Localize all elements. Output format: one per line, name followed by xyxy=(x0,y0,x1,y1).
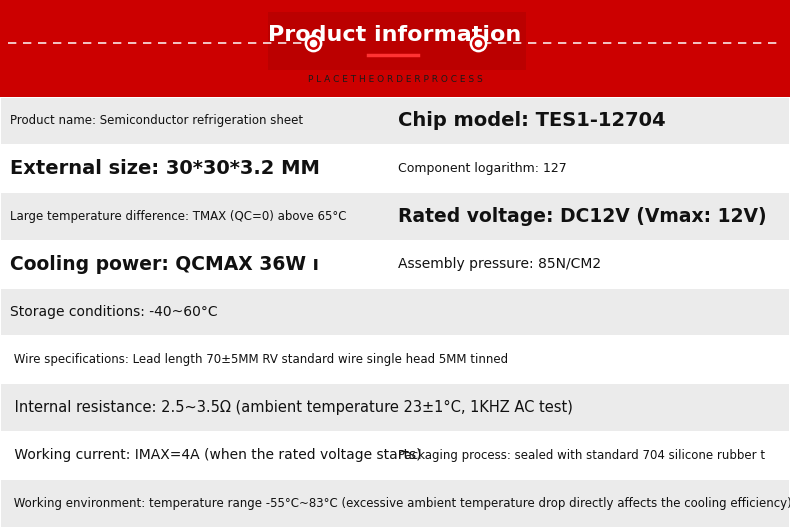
Text: Large temperature difference: TMAX (QC=0) above 65°C: Large temperature difference: TMAX (QC=0… xyxy=(10,210,347,223)
Bar xyxy=(1,241,789,288)
Text: Working environment: temperature range -55°C~83°C (excessive ambient temperature: Working environment: temperature range -… xyxy=(10,496,790,510)
Text: Product name: Semiconductor refrigeration sheet: Product name: Semiconductor refrigeratio… xyxy=(10,114,303,128)
Text: Working current: IMAX=4A (when the rated voltage starts): Working current: IMAX=4A (when the rated… xyxy=(10,448,422,462)
Text: Component logarithm: 127: Component logarithm: 127 xyxy=(398,162,566,175)
Text: Internal resistance: 2.5~3.5Ω (ambient temperature 23±1°C, 1KHZ AC test): Internal resistance: 2.5~3.5Ω (ambient t… xyxy=(10,400,573,415)
Text: Product information: Product information xyxy=(269,25,521,45)
Bar xyxy=(1,193,789,240)
Bar xyxy=(1,336,789,383)
Text: Packaging process: sealed with standard 704 silicone rubber t: Packaging process: sealed with standard … xyxy=(398,449,766,462)
Bar xyxy=(1,480,789,526)
Bar xyxy=(1,432,789,479)
Text: Rated voltage: DC12V (Vmax: 12V): Rated voltage: DC12V (Vmax: 12V) xyxy=(398,207,766,226)
Bar xyxy=(1,97,789,144)
Bar xyxy=(1,145,789,192)
Text: Wire specifications: Lead length 70±5MM RV standard wire single head 5MM tinned: Wire specifications: Lead length 70±5MM … xyxy=(10,353,508,366)
Text: Chip model: TES1-12704: Chip model: TES1-12704 xyxy=(398,111,666,130)
Text: Assembly pressure: 85N/CM2: Assembly pressure: 85N/CM2 xyxy=(398,257,601,271)
Text: Storage conditions: -40~60°C: Storage conditions: -40~60°C xyxy=(10,305,217,319)
Bar xyxy=(268,12,526,70)
Text: P L A C E T H E O R D E R P R O C E S S: P L A C E T H E O R D E R P R O C E S S xyxy=(307,75,483,84)
Bar xyxy=(1,289,789,335)
Text: Cooling power: QCMAX 36W ı: Cooling power: QCMAX 36W ı xyxy=(10,255,319,274)
Text: External size: 30*30*3.2 MM: External size: 30*30*3.2 MM xyxy=(10,159,320,178)
Bar xyxy=(1,384,789,431)
Bar xyxy=(0,0,790,97)
